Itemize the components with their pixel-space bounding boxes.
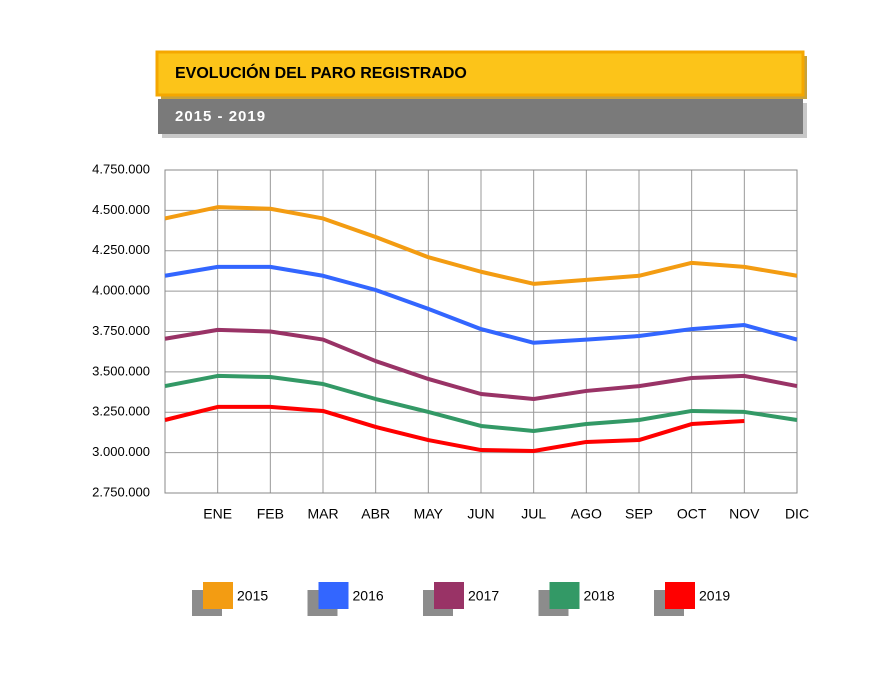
x-tick-label: MAR xyxy=(307,506,338,522)
subtitle-box xyxy=(158,99,803,134)
legend-label: 2016 xyxy=(353,588,384,604)
x-tick-label: JUL xyxy=(521,506,546,522)
series-line xyxy=(164,373,798,433)
x-tick-label: DIC xyxy=(785,506,809,522)
legend-label: 2017 xyxy=(468,588,499,604)
x-tick-label: ABR xyxy=(361,506,390,522)
y-tick-label: 3.750.000 xyxy=(92,323,150,338)
x-tick-label: SEP xyxy=(625,506,653,522)
x-tick-label: OCT xyxy=(677,506,707,522)
chart-subtitle: 2015 - 2019 xyxy=(175,108,266,125)
series-line xyxy=(164,205,798,286)
y-tick-label: 4.000.000 xyxy=(92,283,150,298)
y-tick-label: 2.750.000 xyxy=(92,484,150,499)
x-tick-label: ENE xyxy=(203,506,232,522)
y-tick-label: 3.500.000 xyxy=(92,363,150,378)
x-tick-label: FEB xyxy=(257,506,284,522)
legend-label: 2018 xyxy=(584,588,615,604)
series-line xyxy=(164,404,745,454)
legend-swatch xyxy=(434,582,464,609)
y-tick-label: 4.500.000 xyxy=(92,202,150,217)
series-line xyxy=(164,327,798,402)
plot-frame xyxy=(164,169,798,494)
legend-swatch xyxy=(549,582,580,609)
y-tick-label: 4.250.000 xyxy=(92,242,150,257)
y-tick-label: 4.750.000 xyxy=(92,161,150,176)
series-line xyxy=(164,264,798,345)
x-tick-label: AGO xyxy=(571,506,602,522)
legend-swatch xyxy=(318,582,349,609)
legend-swatch xyxy=(203,582,233,609)
x-tick-label: NOV xyxy=(729,506,760,522)
legend-label: 2019 xyxy=(699,588,730,604)
y-tick-label: 3.000.000 xyxy=(92,444,150,459)
legend-label: 2015 xyxy=(237,588,268,604)
x-tick-label: MAY xyxy=(414,506,444,522)
title-box xyxy=(155,50,805,97)
x-tick-label: JUN xyxy=(467,506,494,522)
chart-title: EVOLUCIÓN DEL PARO REGISTRADO xyxy=(175,63,467,82)
legend-swatch xyxy=(665,582,695,609)
y-tick-label: 3.250.000 xyxy=(92,404,150,419)
